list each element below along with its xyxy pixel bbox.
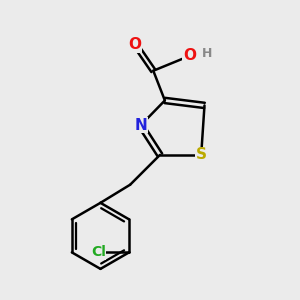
Text: O: O (183, 48, 196, 63)
Text: S: S (196, 148, 207, 163)
Text: H: H (202, 47, 212, 60)
Text: N: N (134, 118, 147, 133)
Text: O: O (129, 37, 142, 52)
Text: Cl: Cl (91, 245, 106, 260)
